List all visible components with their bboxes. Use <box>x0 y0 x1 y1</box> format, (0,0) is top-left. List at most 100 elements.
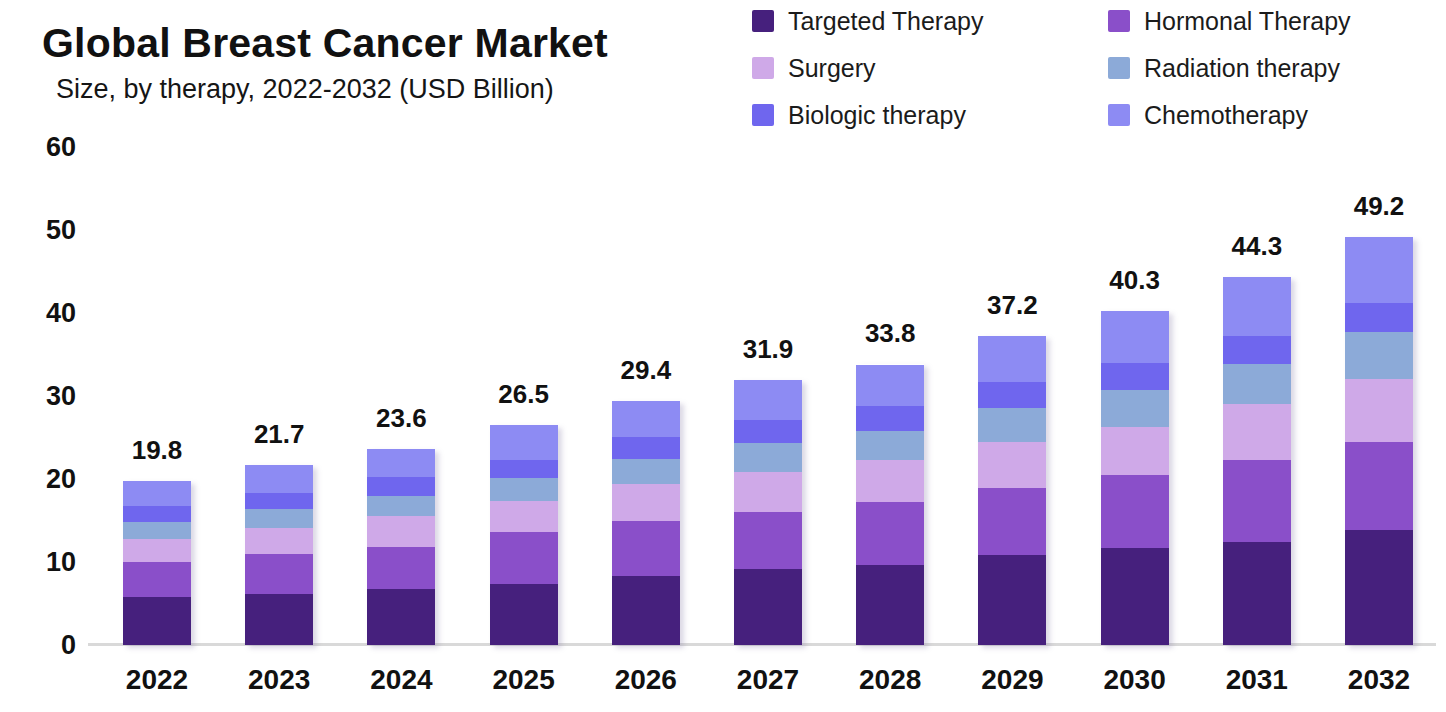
bar-segment-surgery-2029 <box>978 442 1046 488</box>
bar-segment-targeted-therapy-2032 <box>1345 530 1413 645</box>
bar-segment-radiation-therapy-2032 <box>1345 332 1413 378</box>
bar-segment-radiation-therapy-2023 <box>245 509 313 528</box>
bar-2023 <box>245 465 313 645</box>
bar-total-label-2029: 37.2 <box>952 292 1072 318</box>
bar-segment-radiation-therapy-2029 <box>978 408 1046 442</box>
bar-2024 <box>367 449 435 645</box>
x-tick-label-2032: 2032 <box>1317 664 1441 696</box>
bar-segment-chemotherapy-2022 <box>123 481 191 506</box>
bar-2031 <box>1223 277 1291 645</box>
bar-segment-surgery-2030 <box>1101 427 1169 475</box>
bar-segment-biologic-therapy-2031 <box>1223 336 1291 364</box>
x-tick-label-2027: 2027 <box>706 664 830 696</box>
bar-segment-biologic-therapy-2024 <box>367 477 435 496</box>
bar-2028 <box>856 364 924 645</box>
bar-segment-radiation-therapy-2025 <box>490 478 558 500</box>
bar-segment-chemotherapy-2026 <box>612 401 680 437</box>
y-tick-label-60: 60 <box>6 132 76 162</box>
chart-page: Global Breast Cancer Market Size, by the… <box>0 0 1446 712</box>
bar-total-label-2023: 21.7 <box>219 421 339 447</box>
bar-2029 <box>978 336 1046 645</box>
bar-total-label-2026: 29.4 <box>586 357 706 383</box>
bar-segment-surgery-2022 <box>123 539 191 562</box>
bar-segment-biologic-therapy-2027 <box>734 420 802 443</box>
bar-segment-radiation-therapy-2030 <box>1101 390 1169 427</box>
bar-segment-radiation-therapy-2031 <box>1223 364 1291 404</box>
bar-2030 <box>1101 311 1169 645</box>
bar-segment-biologic-therapy-2028 <box>856 406 924 431</box>
bar-segment-surgery-2025 <box>490 501 558 533</box>
bar-segment-chemotherapy-2032 <box>1345 237 1413 303</box>
bar-2025 <box>490 425 558 645</box>
bar-segment-hormonal-therapy-2027 <box>734 512 802 568</box>
bar-segment-chemotherapy-2029 <box>978 336 1046 382</box>
x-tick-label-2026: 2026 <box>584 664 708 696</box>
bar-segment-chemotherapy-2031 <box>1223 277 1291 336</box>
bar-total-label-2031: 44.3 <box>1197 233 1317 259</box>
bar-segment-biologic-therapy-2030 <box>1101 363 1169 390</box>
bar-segment-targeted-therapy-2026 <box>612 576 680 645</box>
y-tick-label-50: 50 <box>6 215 76 245</box>
bar-total-label-2027: 31.9 <box>708 336 828 362</box>
bar-segment-radiation-therapy-2027 <box>734 443 802 472</box>
x-tick-label-2025: 2025 <box>462 664 586 696</box>
bar-segment-surgery-2032 <box>1345 379 1413 443</box>
bar-2022 <box>123 481 191 645</box>
bar-segment-targeted-therapy-2027 <box>734 569 802 645</box>
bar-segment-biologic-therapy-2026 <box>612 437 680 459</box>
bar-segment-biologic-therapy-2025 <box>490 460 558 478</box>
bar-segment-radiation-therapy-2028 <box>856 431 924 460</box>
x-tick-label-2028: 2028 <box>828 664 952 696</box>
bar-segment-targeted-therapy-2023 <box>245 594 313 645</box>
x-tick-label-2029: 2029 <box>950 664 1074 696</box>
bar-segment-targeted-therapy-2024 <box>367 589 435 645</box>
bar-segment-surgery-2031 <box>1223 404 1291 460</box>
bar-total-label-2025: 26.5 <box>464 381 584 407</box>
bar-segment-targeted-therapy-2022 <box>123 597 191 645</box>
bar-segment-chemotherapy-2023 <box>245 465 313 493</box>
y-tick-label-20: 20 <box>6 464 76 494</box>
bar-2027 <box>734 380 802 645</box>
bar-segment-targeted-therapy-2025 <box>490 584 558 645</box>
bar-segment-biologic-therapy-2022 <box>123 506 191 523</box>
bar-segment-hormonal-therapy-2026 <box>612 521 680 576</box>
bar-segment-hormonal-therapy-2031 <box>1223 460 1291 542</box>
bar-segment-surgery-2024 <box>367 516 435 547</box>
x-tick-label-2022: 2022 <box>95 664 219 696</box>
bar-total-label-2022: 19.8 <box>97 437 217 463</box>
x-tick-label-2030: 2030 <box>1073 664 1197 696</box>
bar-segment-chemotherapy-2028 <box>856 365 924 406</box>
bar-segment-surgery-2023 <box>245 528 313 554</box>
x-tick-label-2031: 2031 <box>1195 664 1319 696</box>
y-tick-label-10: 10 <box>6 547 76 577</box>
bar-2032 <box>1345 237 1413 645</box>
y-tick-label-30: 30 <box>6 381 76 411</box>
bar-segment-hormonal-therapy-2032 <box>1345 442 1413 529</box>
bar-segment-targeted-therapy-2028 <box>856 565 924 645</box>
bar-total-label-2028: 33.8 <box>830 320 950 346</box>
bar-segment-hormonal-therapy-2022 <box>123 562 191 598</box>
bar-total-label-2032: 49.2 <box>1319 193 1439 219</box>
bar-segment-hormonal-therapy-2024 <box>367 547 435 588</box>
bar-segment-surgery-2028 <box>856 460 924 502</box>
bar-segment-chemotherapy-2025 <box>490 425 558 460</box>
bar-total-label-2024: 23.6 <box>341 405 461 431</box>
bar-segment-targeted-therapy-2030 <box>1101 548 1169 645</box>
bar-segment-hormonal-therapy-2028 <box>856 502 924 565</box>
x-tick-label-2023: 2023 <box>217 664 341 696</box>
bar-segment-biologic-therapy-2029 <box>978 382 1046 408</box>
bar-segment-chemotherapy-2024 <box>367 449 435 477</box>
bar-2026 <box>612 401 680 645</box>
bar-segment-biologic-therapy-2032 <box>1345 303 1413 332</box>
y-tick-label-40: 40 <box>6 298 76 328</box>
bar-total-label-2030: 40.3 <box>1075 267 1195 293</box>
bar-segment-radiation-therapy-2022 <box>123 522 191 539</box>
x-tick-label-2024: 2024 <box>339 664 463 696</box>
bar-segment-targeted-therapy-2029 <box>978 555 1046 645</box>
bar-segment-chemotherapy-2027 <box>734 380 802 420</box>
bar-segment-radiation-therapy-2026 <box>612 459 680 484</box>
stacked-bar-plot: 0102030405060 19.8202221.7202323.6202426… <box>0 0 1446 712</box>
bar-segment-hormonal-therapy-2025 <box>490 532 558 583</box>
bar-segment-targeted-therapy-2031 <box>1223 542 1291 645</box>
bar-segment-hormonal-therapy-2030 <box>1101 475 1169 548</box>
